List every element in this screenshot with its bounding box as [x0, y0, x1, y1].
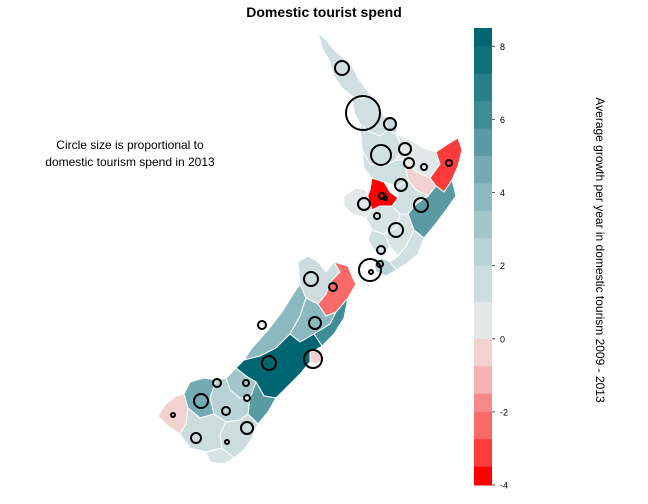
colorbar-tick-label: 6: [500, 115, 505, 125]
region-lake-taupo-east: [391, 179, 429, 215]
spend-circle: [170, 412, 176, 418]
region-northland: [317, 30, 371, 100]
colorbar-bin: [474, 338, 492, 367]
spend-circle: [403, 157, 415, 169]
spend-circle: [413, 197, 429, 213]
spend-circle: [370, 144, 392, 166]
colorbar-bin: [474, 155, 492, 184]
colorbar-bin: [474, 466, 492, 486]
spend-circle: [420, 163, 428, 171]
region-kaikoura: [313, 296, 349, 347]
spend-circle: [368, 269, 374, 275]
colorbar-bin: [474, 183, 492, 212]
colorbar-bin: [474, 128, 492, 157]
spend-circle: [357, 197, 371, 211]
spend-circle: [242, 379, 250, 387]
spend-circle: [373, 212, 381, 220]
spend-circle: [303, 349, 323, 369]
colorbar-bin: [474, 73, 492, 102]
colorbar-bin: [474, 302, 492, 340]
colorbar-bin: [474, 393, 492, 413]
colorbar-bin: [474, 439, 492, 468]
spend-circle: [261, 355, 277, 371]
circle-size-note: Circle size is proportional to domestic …: [45, 138, 215, 169]
colorbar-bin: [474, 366, 492, 395]
spend-circle: [383, 117, 397, 131]
spend-circle: [190, 432, 202, 444]
map-title: Domestic tourist spend: [246, 4, 402, 20]
spend-circle: [345, 95, 381, 131]
spend-circle: [193, 393, 209, 409]
colorbar-tick-label: 8: [500, 42, 505, 52]
spend-circle: [240, 421, 254, 435]
spend-circle: [398, 142, 412, 156]
colorbar-bin: [474, 238, 492, 267]
colorbar-bin: [474, 28, 492, 47]
region-wairarapa: [389, 229, 425, 271]
spend-circle: [382, 195, 388, 201]
spend-circle: [221, 406, 231, 416]
spend-circle: [334, 60, 350, 76]
colorbar-label: Average growth per year in domestic tour…: [593, 97, 607, 403]
colorbar: 8 6 4 2 0 -2 -4: [474, 28, 508, 491]
colorbar-tick-label: 2: [500, 261, 505, 271]
spend-circle: [445, 159, 453, 167]
spend-circle: [303, 271, 319, 287]
colorbar-bin: [474, 265, 492, 303]
colorbar-bin: [474, 101, 492, 130]
regions-layer: [157, 30, 463, 465]
colorbar-bin: [474, 210, 492, 239]
spend-circle: [257, 320, 267, 330]
colorbar-bin: [474, 46, 492, 75]
spend-circle: [394, 178, 408, 192]
colorbar-tick-label: -4: [500, 481, 508, 491]
region-wellington: [373, 257, 397, 277]
colorbar-tick-label: -2: [500, 407, 508, 417]
spend-circle: [328, 282, 338, 292]
spend-circle: [388, 222, 404, 238]
spend-circle: [308, 316, 322, 330]
spend-circle: [224, 439, 230, 445]
spend-circle: [358, 258, 382, 282]
region-catlins: [205, 447, 235, 465]
spend-circle: [212, 378, 222, 388]
spend-circle: [376, 245, 386, 255]
colorbar-tick-label: 0: [500, 334, 505, 344]
colorbar-bin: [474, 411, 492, 440]
spend-circles-layer: [170, 60, 453, 445]
spend-circle: [243, 394, 251, 402]
colorbar-tick-label: 4: [500, 188, 505, 198]
